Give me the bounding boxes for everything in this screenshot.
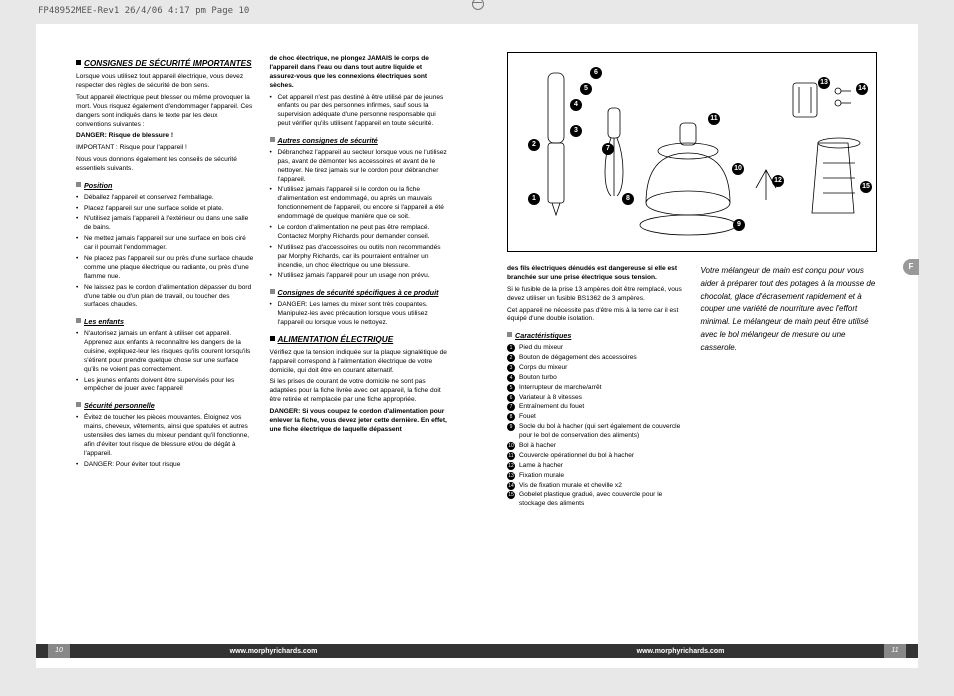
body-text: Tout appareil électrique peut blesser ou… <box>76 94 254 130</box>
parts-diagram: 1 2 3 4 5 6 7 8 9 10 11 12 13 14 15 <box>507 52 877 252</box>
feature-item: Corps du mixeur <box>507 364 685 373</box>
heading-position: Position <box>76 181 254 191</box>
footer-url: www.morphyrichards.com <box>477 648 884 655</box>
left-col-1: CONSIGNES DE SÉCURITÉ IMPORTANTES Lorsqu… <box>76 52 254 471</box>
list-item: Ne mettez jamais l'appareil sur une surf… <box>76 235 254 253</box>
right-col-1: des fils électriques dénudés est dangere… <box>507 262 685 511</box>
enfants-list: N'autorisez jamais un enfant à utiliser … <box>76 330 254 394</box>
list-item: N'utilisez jamais l'appareil si le cordo… <box>270 186 448 222</box>
list-item: Placez l'appareil sur une surface solide… <box>76 205 254 214</box>
footer-left: 10 www.morphyrichards.com <box>36 644 477 658</box>
heading-alimentation: ALIMENTATION ÉLECTRIQUE <box>270 334 448 345</box>
print-header: FP48952MEE-Rev1 26/4/06 4:17 pm Page 10 <box>38 6 249 16</box>
heading-securite-perso: Sécurité personnelle <box>76 401 254 411</box>
right-col-2: Votre mélangeur de main est conçu pour v… <box>701 262 879 511</box>
list-item: N'utilisez jamais l'appareil à l'extérie… <box>76 215 254 233</box>
diagram-label-1: 1 <box>528 193 540 205</box>
list-item: Évitez de toucher les pièces mouvantes. … <box>76 414 254 458</box>
body-text: Lorsque vous utilisez tout appareil élec… <box>76 73 254 91</box>
footer-right: www.morphyrichards.com 11 <box>477 644 918 658</box>
list-item: N'autorisez jamais un enfant à utiliser … <box>76 330 254 374</box>
diagram-label-15: 15 <box>860 181 872 193</box>
feature-item: Bouton de dégagement des accessoires <box>507 354 685 363</box>
danger-text: DANGER: Risque de blessure ! <box>76 132 254 141</box>
list-item: Débranchez l'appareil au secteur lorsque… <box>270 149 448 185</box>
list-item: DANGER: Pour éviter tout risque <box>76 461 254 470</box>
page-right: F <box>477 24 918 668</box>
list-item: Les jeunes enfants doivent être supervis… <box>76 377 254 395</box>
feature-item: Pied du mixeur <box>507 344 685 353</box>
feature-item: Lame à hacher <box>507 462 685 471</box>
list-item: Cet appareil n'est pas destiné à être ut… <box>270 94 448 130</box>
diagram-label-10: 10 <box>732 163 744 175</box>
list-item: Ne laissez pas le cordon d'alimentation … <box>76 284 254 311</box>
feature-item: Fouet <box>507 413 685 422</box>
feature-item: Vis de fixation murale et cheville x2 <box>507 482 685 491</box>
diagram-label-5: 5 <box>580 83 592 95</box>
page-number: 10 <box>48 644 70 658</box>
heading-caracteristiques: Caractéristiques <box>507 331 685 341</box>
left-col-2: de choc électrique, ne plongez JAMAIS le… <box>270 52 448 471</box>
feature-item: Fixation murale <box>507 472 685 481</box>
list-item: N'utilisez jamais l'appareil pour un usa… <box>270 272 448 281</box>
list-item: DANGER: Les lames du mixer sont très cou… <box>270 301 448 328</box>
feature-item: Couvercle opérationnel du bol à hacher <box>507 452 685 461</box>
diagram-label-6: 6 <box>590 67 602 79</box>
specifiques-list: DANGER: Les lames du mixer sont très cou… <box>270 301 448 328</box>
feature-item: Variateur à 8 vitesses <box>507 394 685 403</box>
page-left: CONSIGNES DE SÉCURITÉ IMPORTANTES Lorsqu… <box>36 24 477 668</box>
danger-text: de choc électrique, ne plongez JAMAIS le… <box>270 55 448 91</box>
body-text: Si le fusible de la prise 13 ampères doi… <box>507 286 685 304</box>
language-tab: F <box>903 259 919 275</box>
footer-url: www.morphyrichards.com <box>70 648 477 655</box>
body-text: Nous vous donnons également les conseils… <box>76 156 254 174</box>
diagram-label-14: 14 <box>856 83 868 95</box>
body-text: Vérifiez que la tension indiquée sur la … <box>270 349 448 376</box>
list-item: N'utilisez pas d'accessoires ou outils n… <box>270 244 448 271</box>
diagram-label-3: 3 <box>570 125 582 137</box>
page-spread: CONSIGNES DE SÉCURITÉ IMPORTANTES Lorsqu… <box>36 24 918 668</box>
list-item: Le cordon d'alimentation ne peut pas êtr… <box>270 224 448 242</box>
diagram-label-8: 8 <box>622 193 634 205</box>
heading-consignes: CONSIGNES DE SÉCURITÉ IMPORTANTES <box>76 58 254 69</box>
intro-text: Votre mélangeur de main est conçu pour v… <box>701 265 879 355</box>
registration-mark <box>472 2 482 3</box>
securite-list: Évitez de toucher les pièces mouvantes. … <box>76 414 254 469</box>
list-item: Ne placez pas l'appareil sur ou près d'u… <box>76 255 254 282</box>
heading-autres: Autres consignes de sécurité <box>270 136 448 146</box>
body-text: Cet appareil ne nécessite pas d'être mis… <box>507 307 685 325</box>
diagram-label-11: 11 <box>708 113 720 125</box>
feature-item: Socle du bol à hacher (qui sert égalemen… <box>507 423 685 441</box>
position-list: Déballez l'appareil et conservez l'embal… <box>76 194 254 311</box>
heading-specifiques: Consignes de sécurité spécifiques à ce p… <box>270 288 448 298</box>
diagram-label-13: 13 <box>818 77 830 89</box>
diagram-label-9: 9 <box>733 219 745 231</box>
list-item: Déballez l'appareil et conservez l'embal… <box>76 194 254 203</box>
diagram-label-7: 7 <box>602 143 614 155</box>
heading-enfants: Les enfants <box>76 317 254 327</box>
danger-text: DANGER: Si vous coupez le cordon d'alime… <box>270 408 448 435</box>
feature-item: Bouton turbo <box>507 374 685 383</box>
diagram-label-2: 2 <box>528 139 540 151</box>
feature-item: Bol à hacher <box>507 442 685 451</box>
danger-text: des fils électriques dénudés est dangere… <box>507 265 685 283</box>
feature-item: Entraînement du fouet <box>507 403 685 412</box>
features-list: Pied du mixeurBouton de dégagement des a… <box>507 344 685 509</box>
diagram-label-4: 4 <box>570 99 582 111</box>
autres-list: Débranchez l'appareil au secteur lorsque… <box>270 149 448 281</box>
diagram-label-12: 12 <box>772 175 784 187</box>
body-text: IMPORTANT : Risque pour l'appareil ! <box>76 144 254 153</box>
feature-item: Gobelet plastique gradué, avec couvercle… <box>507 491 685 509</box>
body-text: Si les prises de courant de votre domici… <box>270 378 448 405</box>
page-number: 11 <box>884 644 906 658</box>
feature-item: Interrupteur de marche/arrêt <box>507 384 685 393</box>
securite-list-cont: Cet appareil n'est pas destiné à être ut… <box>270 94 448 130</box>
